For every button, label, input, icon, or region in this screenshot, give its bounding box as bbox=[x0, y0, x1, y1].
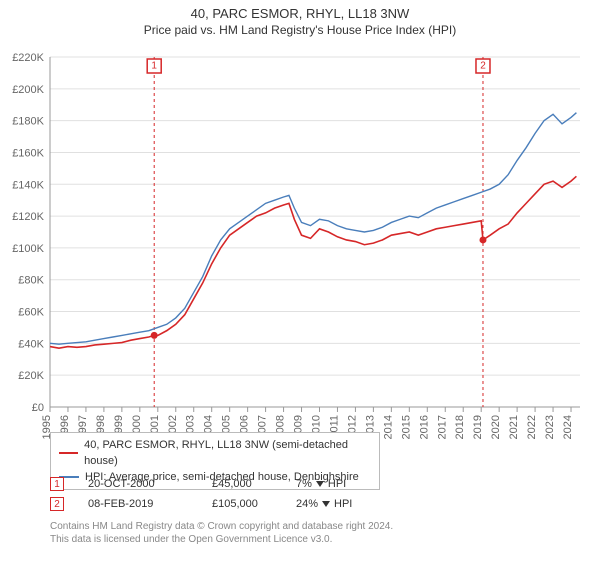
svg-text:£180K: £180K bbox=[12, 116, 44, 128]
svg-text:2022: 2022 bbox=[526, 415, 538, 439]
diff-value: 7% bbox=[296, 478, 312, 490]
legend-row: 40, PARC ESMOR, RHYL, LL18 3NW (semi-det… bbox=[59, 437, 371, 469]
chart-container: 40, PARC ESMOR, RHYL, LL18 3NW Price pai… bbox=[0, 6, 600, 566]
chart-area: £0 £20K £40K £60K £80K £100K £120K £140K £160K £1… bbox=[0, 45, 600, 425]
svg-text:2: 2 bbox=[480, 61, 486, 72]
transaction-date: 08-FEB-2019 bbox=[88, 498, 188, 510]
svg-text:2024: 2024 bbox=[562, 415, 574, 439]
svg-text:2015: 2015 bbox=[400, 415, 412, 439]
transaction-table: 1 20-OCT-2000 £45,000 7% HPI 2 08-FEB-20… bbox=[50, 474, 386, 514]
svg-text:£0: £0 bbox=[32, 402, 44, 414]
svg-text:2023: 2023 bbox=[544, 415, 556, 439]
transaction-price: £45,000 bbox=[212, 478, 272, 490]
diff-label: HPI bbox=[334, 498, 352, 510]
svg-text:£60K: £60K bbox=[18, 307, 44, 319]
transaction-marker-1: 1 bbox=[50, 477, 64, 491]
svg-text:£140K: £140K bbox=[12, 179, 44, 191]
legend-label-price: 40, PARC ESMOR, RHYL, LL18 3NW (semi-det… bbox=[84, 437, 371, 469]
transaction-price: £105,000 bbox=[212, 498, 272, 510]
svg-text:£80K: £80K bbox=[18, 275, 44, 287]
svg-text:£200K: £200K bbox=[12, 84, 44, 96]
svg-text:£100K: £100K bbox=[12, 243, 44, 255]
svg-text:£160K: £160K bbox=[12, 147, 44, 159]
transaction-marker-2: 2 bbox=[50, 497, 64, 511]
svg-text:£40K: £40K bbox=[18, 338, 44, 350]
svg-text:2020: 2020 bbox=[490, 415, 502, 439]
svg-text:2014: 2014 bbox=[382, 415, 394, 439]
svg-text:2019: 2019 bbox=[472, 415, 484, 439]
footer-text: Contains HM Land Registry data © Crown c… bbox=[50, 520, 393, 546]
chart-svg: £0 £20K £40K £60K £80K £100K £120K £140K £160K £1… bbox=[0, 45, 600, 455]
svg-text:£220K: £220K bbox=[12, 52, 44, 64]
svg-text:£120K: £120K bbox=[12, 211, 44, 223]
legend-swatch-price bbox=[59, 452, 78, 454]
svg-text:2016: 2016 bbox=[418, 415, 430, 439]
transaction-date: 20-OCT-2000 bbox=[88, 478, 188, 490]
svg-text:2021: 2021 bbox=[508, 415, 520, 439]
svg-text:1: 1 bbox=[151, 61, 157, 72]
chart-title: 40, PARC ESMOR, RHYL, LL18 3NW bbox=[0, 6, 600, 21]
svg-text:2018: 2018 bbox=[454, 415, 466, 439]
arrow-down-icon bbox=[316, 481, 324, 487]
footer-line: Contains HM Land Registry data © Crown c… bbox=[50, 520, 393, 533]
transaction-diff: 24% HPI bbox=[296, 498, 386, 510]
table-row: 2 08-FEB-2019 £105,000 24% HPI bbox=[50, 494, 386, 514]
table-row: 1 20-OCT-2000 £45,000 7% HPI bbox=[50, 474, 386, 494]
svg-text:2017: 2017 bbox=[436, 415, 448, 439]
footer-line: This data is licensed under the Open Gov… bbox=[50, 533, 393, 546]
arrow-down-icon bbox=[322, 501, 330, 507]
chart-subtitle: Price paid vs. HM Land Registry's House … bbox=[0, 23, 600, 37]
diff-label: HPI bbox=[328, 478, 346, 490]
diff-value: 24% bbox=[296, 498, 318, 510]
svg-text:£20K: £20K bbox=[18, 370, 44, 382]
transaction-diff: 7% HPI bbox=[296, 478, 386, 490]
